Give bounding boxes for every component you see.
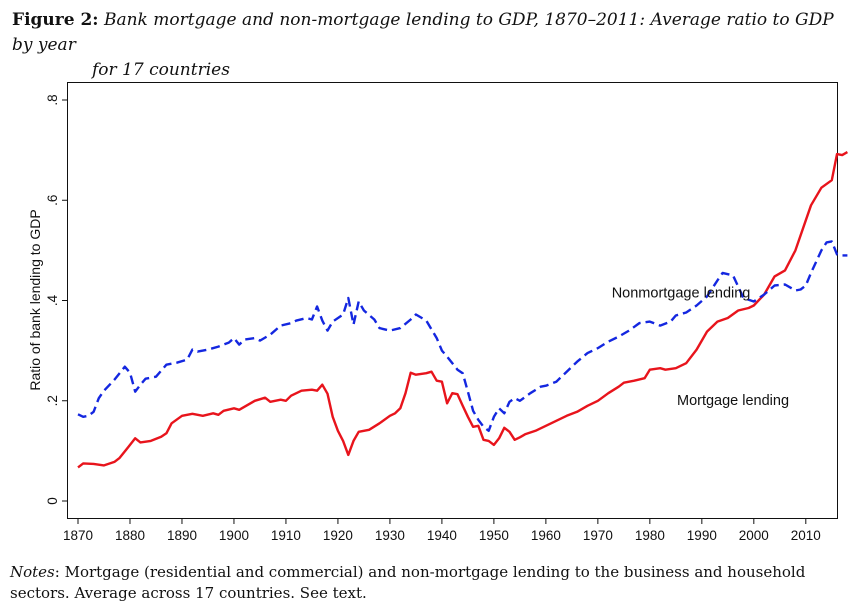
x-tick-label: 1960 [531,528,561,543]
x-tick-label: 2000 [739,528,769,543]
nonmortgage-lending-line [77,240,848,432]
mortgage-lending-line [77,151,848,469]
x-tick-label: 1980 [635,528,665,543]
x-tick-label: 1910 [271,528,301,543]
x-tick-label: 1990 [687,528,717,543]
x-tick-label: 1970 [583,528,613,543]
line-chart: 0 .2 .4 .6 .8 1870 1880 1890 1900 1910 1920 1930 19… [27,82,848,543]
x-tick-label: 2010 [791,528,821,543]
x-tick-label: 1950 [479,528,509,543]
x-tick-label: 1920 [323,528,353,543]
x-tick-label: 1940 [427,528,457,543]
figure-notes: Notes: Mortgage (residential and commerc… [10,562,842,604]
series-layer [77,151,848,469]
figure-caption: Figure 2: Bank mortgage and non-mortgage… [12,8,838,83]
y-tick-label: .8 [45,94,60,105]
y-axis-title: Ratio of bank lending to GDP [27,209,43,390]
notes-label: Notes [10,563,55,581]
figure-title-line1: Bank mortgage and non-mortgage lending t… [12,10,834,55]
annotation-layer: Nonmortgage lending Mortgage lending [612,285,789,408]
x-tick-label: 1900 [219,528,249,543]
mortgage-lending-label: Mortgage lending [677,393,789,409]
nonmortgage-lending-label: Nonmortgage lending [612,285,751,301]
y-tick-label: .2 [45,395,60,406]
y-tick-label: .4 [45,294,60,306]
x-tick-label: 1890 [167,528,197,543]
x-tick-label: 1880 [115,528,145,543]
y-axis: 0 .2 .4 .6 .8 [45,94,68,505]
y-tick-label: 0 [45,497,60,505]
x-tick-label: 1930 [375,528,405,543]
figure-title-line2: for 17 countries [92,60,230,80]
y-tick-label: .6 [45,195,60,206]
notes-text: : Mortgage (residential and commercial) … [10,563,806,602]
x-axis: 1870 1880 1890 1900 1910 1920 1930 1940 1950 1960… [63,518,821,543]
x-tick-label: 1870 [63,528,93,543]
figure-label: Figure 2: [12,10,99,30]
